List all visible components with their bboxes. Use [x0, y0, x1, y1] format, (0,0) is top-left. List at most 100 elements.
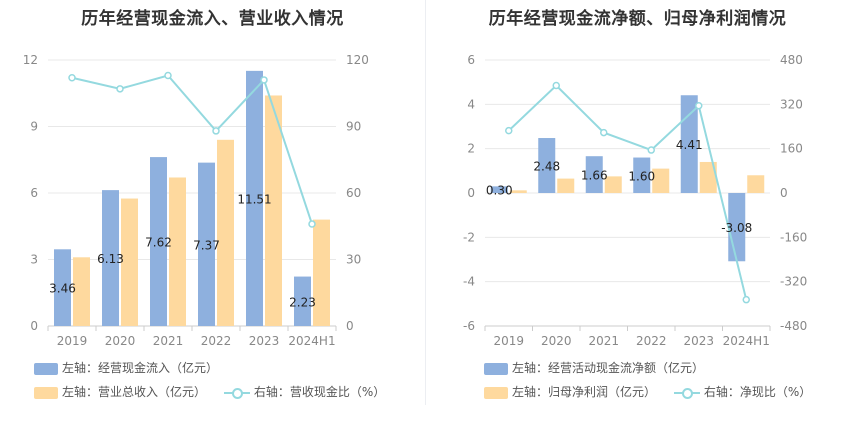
legend-axis-label: 右轴： [703, 385, 740, 399]
bar-data-label: 11.51 [237, 192, 271, 206]
bar-series-2 [509, 190, 527, 193]
line-point [742, 295, 750, 304]
bar-data-label: 0.30 [486, 184, 513, 198]
y-right-tick-label: 320 [780, 97, 803, 111]
legend-row-2: 左轴：营业总收入（亿元） 右轴：营收现金比（%） [34, 383, 399, 400]
bar-series-1 [538, 138, 556, 193]
bar-series-2 [169, 177, 186, 326]
y-left-tick-label: -6 [463, 319, 475, 333]
y-left-tick-label: 6 [30, 186, 38, 200]
x-tick-label: 2020 [105, 334, 136, 345]
y-right-tick-label: 0 [780, 186, 788, 200]
x-tick-label: 2022 [201, 334, 232, 345]
y-left-tick-label: 6 [467, 53, 475, 67]
bar-data-label: 2.48 [533, 160, 560, 174]
x-tick-label: 2019 [57, 334, 88, 345]
line-point [600, 128, 608, 137]
line-point [647, 146, 655, 154]
bar-data-label: -3.08 [721, 221, 752, 235]
y-right-tick-label: -160 [780, 230, 807, 244]
bar-series-2 [604, 176, 622, 193]
y-left-tick-label: 2 [467, 142, 475, 156]
legend-swatch-bar2 [484, 386, 508, 399]
legend-row-2: 左轴：归母净利润（亿元） 右轴：净现比（%） [484, 383, 825, 400]
line-point [260, 76, 268, 84]
bar-data-label: 1.60 [628, 169, 655, 183]
y-right-tick-label: 60 [346, 186, 361, 200]
bar-series-2 [557, 178, 575, 193]
panel-divider [425, 0, 426, 405]
y-left-tick-label: 0 [467, 186, 475, 200]
x-tick-label: 2020 [541, 334, 572, 345]
line-point [695, 101, 703, 110]
bar-series-1 [294, 276, 311, 326]
line-point [552, 81, 560, 90]
legend-line-marker-icon [223, 387, 250, 399]
bar-data-label: 7.37 [193, 238, 220, 252]
legend-swatch-bar1 [484, 362, 508, 375]
bar-series-1 [246, 70, 263, 326]
x-tick-label: 2022 [636, 334, 667, 345]
legend-series-name: 营收现金比（%） [289, 385, 386, 399]
y-left-tick-label: 0 [30, 319, 38, 333]
legend-series-name: 营业总收入（亿元） [98, 385, 207, 399]
legend-series-name: 经营活动现金流净额（亿元） [548, 361, 705, 375]
x-tick-label: 2024H1 [723, 334, 770, 345]
legend-axis-label: 左轴： [62, 361, 99, 375]
bar-series-1 [585, 156, 603, 193]
x-tick-label: 2019 [493, 334, 524, 345]
legend-series-name: 净现比（%） [739, 385, 812, 399]
bar-series-2 [265, 95, 282, 326]
y-right-tick-label: 120 [346, 53, 369, 67]
bar-series-2 [217, 139, 234, 326]
bar-series-1 [198, 162, 215, 326]
bar-series-2 [73, 257, 90, 326]
x-tick-label: 2024H1 [288, 334, 335, 345]
legend-item-bar1: 左轴：经营活动现金流净额（亿元） [484, 359, 704, 376]
legend-line-marker-icon [673, 387, 700, 399]
y-right-tick-label: 160 [780, 142, 803, 156]
chart-title: 历年经营现金流净额、归母净利润情况 [488, 9, 787, 29]
line-point [212, 127, 220, 135]
line-series [508, 84, 748, 300]
legend-axis-label: 左轴： [512, 361, 549, 375]
chart-panel-left: 历年经营现金流入、营业收入情况 0 3 6 9 12 0 30 60 90 120 2019 2020… [23, 9, 399, 400]
legend-row-1: 左轴：经营现金流入（亿元） [34, 359, 232, 376]
bar-data-label: 6.13 [97, 252, 124, 266]
bar-series-2 [121, 198, 138, 326]
legend-item-bar1: 左轴：经营现金流入（亿元） [34, 359, 218, 376]
legend-row-1: 左轴：经营活动现金流净额（亿元） [484, 359, 718, 376]
bar-series-2 [313, 219, 330, 326]
bar-data-label: 4.41 [676, 138, 703, 152]
y-left-tick-label: 3 [30, 253, 38, 267]
bar-series-1 [150, 157, 167, 326]
legend-axis-label: 左轴： [512, 385, 549, 399]
x-tick-label: 2023 [683, 334, 714, 345]
y-right-tick-label: 90 [346, 120, 361, 134]
legend-swatch-bar1 [34, 362, 58, 375]
y-left-tick-label: 9 [30, 120, 38, 134]
bar-data-label: 3.46 [49, 282, 76, 296]
line-series [71, 74, 313, 225]
legend-item-line: 右轴：营收现金比（%） [223, 383, 386, 400]
legend-item-line: 右轴：净现比（%） [673, 383, 812, 400]
bar-series-1 [490, 186, 508, 193]
bar-series-2 [699, 161, 717, 193]
bar-data-label: 7.62 [145, 236, 172, 250]
legend-axis-label: 右轴： [253, 385, 290, 399]
line-point [116, 85, 124, 93]
y-right-tick-label: 30 [346, 253, 361, 267]
legend-item-bar2: 左轴：归母净利润（亿元） [484, 383, 656, 400]
legend-axis-label: 左轴： [62, 385, 99, 399]
line-point [308, 220, 316, 228]
chart-plot-right: -6 -4 -2 0 2 4 6 -480 -320 -160 0 160 320 480 2019 2020… [463, 53, 807, 345]
y-right-tick-label: -320 [780, 275, 807, 289]
legend-series-name: 归母净利润（亿元） [548, 385, 657, 399]
y-right-tick-label: 0 [346, 319, 354, 333]
legend-series-name: 经营现金流入（亿元） [98, 361, 219, 375]
y-left-tick-label: -2 [463, 230, 475, 244]
bar-series-2 [652, 168, 670, 193]
bar-series-1 [54, 249, 71, 326]
x-tick-label: 2021 [153, 334, 184, 345]
